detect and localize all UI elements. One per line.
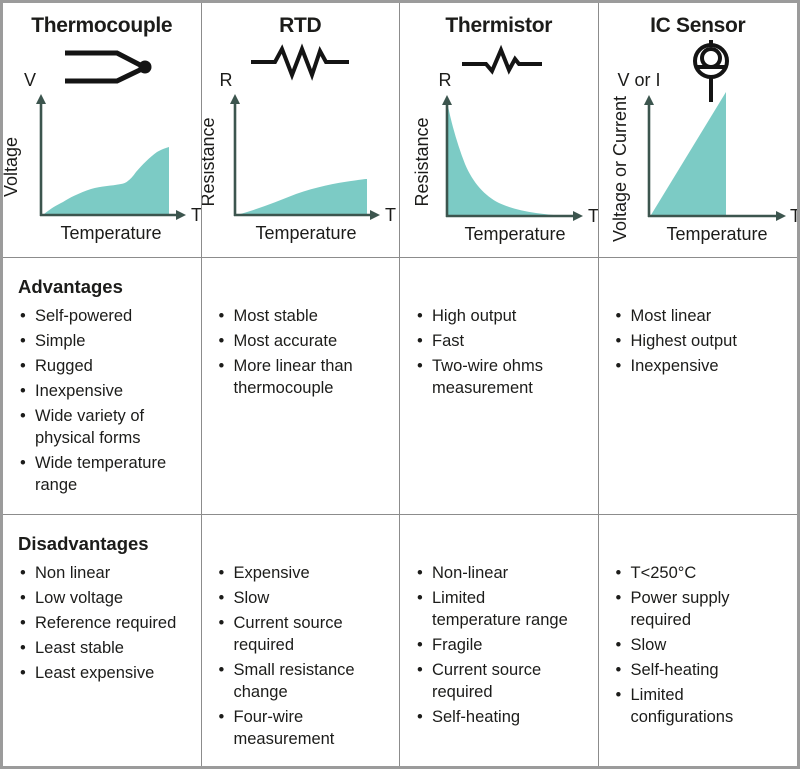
ic-sensor-header-cell: IC Sensor V or I T Voltage or Current Te… xyxy=(598,3,797,258)
column-title-thermocouple: Thermocouple xyxy=(31,14,173,37)
list-item: More linear than thermocouple xyxy=(217,356,378,400)
thermistor-icon xyxy=(461,44,542,75)
y-axis-label: Voltage xyxy=(3,137,21,197)
thermocouple-disadvantages-cell: Disadvantages Non linear Low voltage Refer… xyxy=(3,515,202,766)
list-item: Most stable xyxy=(217,306,378,328)
list-item: Most linear xyxy=(614,306,776,328)
thermocouple-advantages-cell: Advantages Self-powered Simple Rugged Inexp… xyxy=(3,258,202,515)
list-item: Small resistance change xyxy=(217,660,378,704)
list-item: Self-heating xyxy=(614,660,776,682)
y-axis-top-label: R xyxy=(438,70,451,90)
x-axis-end-label: T xyxy=(191,205,201,225)
thermistor-curve xyxy=(447,106,572,216)
y-axis-label: Voltage or Current xyxy=(610,96,630,242)
rtd-advantages-cell: Most stable Most accurate More linear than… xyxy=(201,258,400,515)
list-item: Limited temperature range xyxy=(415,588,576,632)
rtd-graph: R T Resistance Temperature xyxy=(202,43,396,243)
thermocouple-curve xyxy=(42,147,169,215)
list-item: Least stable xyxy=(18,638,179,660)
list-item: Inexpensive xyxy=(18,381,179,403)
thermistor-header-cell: Thermistor R T Resistance Temperature xyxy=(400,3,599,258)
list-item: Expensive xyxy=(217,563,378,585)
list-item: Current source required xyxy=(217,613,378,657)
rtd-header-cell: RTD R T Resistance Temperature xyxy=(201,3,400,258)
heading-spacer xyxy=(614,276,776,306)
thermistor-disadvantages-list: Non-linear Limited temperature range Fragi… xyxy=(415,563,576,729)
list-item: Four-wire measurement xyxy=(217,707,378,751)
y-axis-top-label: V xyxy=(24,70,36,90)
y-axis-label: Resistance xyxy=(412,117,432,206)
x-axis-label: Temperature xyxy=(60,223,161,243)
list-item: Simple xyxy=(18,331,179,353)
heading-spacer xyxy=(614,533,776,563)
list-item: Limited configurations xyxy=(614,685,776,729)
list-item: Least expensive xyxy=(18,663,179,685)
heading-spacer xyxy=(415,533,576,563)
y-axis-top-label: V or I xyxy=(617,70,660,90)
heading-spacer xyxy=(217,276,378,306)
heading-spacer xyxy=(217,533,378,563)
list-item: Non linear xyxy=(18,563,179,585)
list-item: Fragile xyxy=(415,635,576,657)
list-item: Power supply required xyxy=(614,588,776,632)
list-item: Slow xyxy=(217,588,378,610)
list-item: Wide temperature range xyxy=(18,453,179,497)
list-item: Self-powered xyxy=(18,306,179,328)
ic-sensor-icon xyxy=(692,40,729,102)
list-item: Reference required xyxy=(18,613,179,635)
ic-sensor-advantages-list: Most linear Highest output Inexpensive xyxy=(614,306,776,378)
list-item: Rugged xyxy=(18,356,179,378)
list-item: Current source required xyxy=(415,660,576,704)
rtd-advantages-list: Most stable Most accurate More linear than… xyxy=(217,306,378,400)
column-title-rtd: RTD xyxy=(279,14,322,37)
column-title-thermistor: Thermistor xyxy=(445,14,553,37)
y-axis-label: Resistance xyxy=(202,117,219,206)
x-axis-label: Temperature xyxy=(464,224,565,244)
ic-sensor-curve xyxy=(650,92,726,215)
list-item: Slow xyxy=(614,635,776,657)
disadvantages-heading: Disadvantages xyxy=(18,533,149,554)
list-item: Low voltage xyxy=(18,588,179,610)
list-item: Self-heating xyxy=(415,707,576,729)
heading-spacer xyxy=(415,276,576,306)
list-item: Most accurate xyxy=(217,331,378,353)
ic-sensor-advantages-cell: Most linear Highest output Inexpensive xyxy=(598,258,797,515)
ic-sensor-disadvantages-cell: T<250°C Power supply required Slow Self-hea… xyxy=(598,515,797,766)
x-axis-label: Temperature xyxy=(666,224,767,244)
list-item: Wide variety of physical forms xyxy=(18,406,179,450)
ic-sensor-disadvantages-list: T<250°C Power supply required Slow Self-hea… xyxy=(614,563,776,729)
list-item: Fast xyxy=(415,331,576,353)
x-axis-end-label: T xyxy=(790,206,797,226)
rtd-disadvantages-list: Expensive Slow Current source requiredSmal… xyxy=(217,563,378,751)
thermistor-advantages-cell: High output Fast Two-wire ohms measurement xyxy=(400,258,599,515)
thermistor-graph: R T Resistance Temperature xyxy=(412,44,598,244)
list-item: Two-wire ohms measurement xyxy=(415,356,576,400)
list-item: T<250°C xyxy=(614,563,776,585)
thermocouple-header-cell: Thermocouple V T Voltage Temperature xyxy=(3,3,202,258)
thermistor-disadvantages-cell: Non-linear Limited temperature range Fragi… xyxy=(400,515,599,766)
list-item: High output xyxy=(415,306,576,328)
thermocouple-graph: V T Voltage Temperature xyxy=(3,50,201,243)
rtd-disadvantages-cell: Expensive Slow Current source requiredSmal… xyxy=(201,515,400,766)
thermistor-advantages-list: High output Fast Two-wire ohms measurement xyxy=(415,306,576,400)
y-axis-top-label: R xyxy=(220,70,233,90)
resistor-icon xyxy=(251,43,350,81)
list-item: Inexpensive xyxy=(614,356,776,378)
thermocouple-icon xyxy=(64,50,152,84)
x-axis-end-label: T xyxy=(385,205,396,225)
thermocouple-advantages-list: Self-powered Simple Rugged Inexpensive Wide … xyxy=(18,306,179,497)
column-title-ic-sensor: IC Sensor xyxy=(650,14,746,37)
x-axis-label: Temperature xyxy=(256,223,357,243)
list-item: Highest output xyxy=(614,331,776,353)
thermocouple-disadvantages-list: Non linear Low voltage Reference required L… xyxy=(18,563,179,685)
list-item: Non-linear xyxy=(415,563,576,585)
advantages-heading: Advantages xyxy=(18,276,123,297)
x-axis-end-label: T xyxy=(588,206,598,226)
rtd-curve xyxy=(236,179,368,215)
ic-sensor-graph: V or I T Voltage or Current Temperature xyxy=(610,40,797,244)
